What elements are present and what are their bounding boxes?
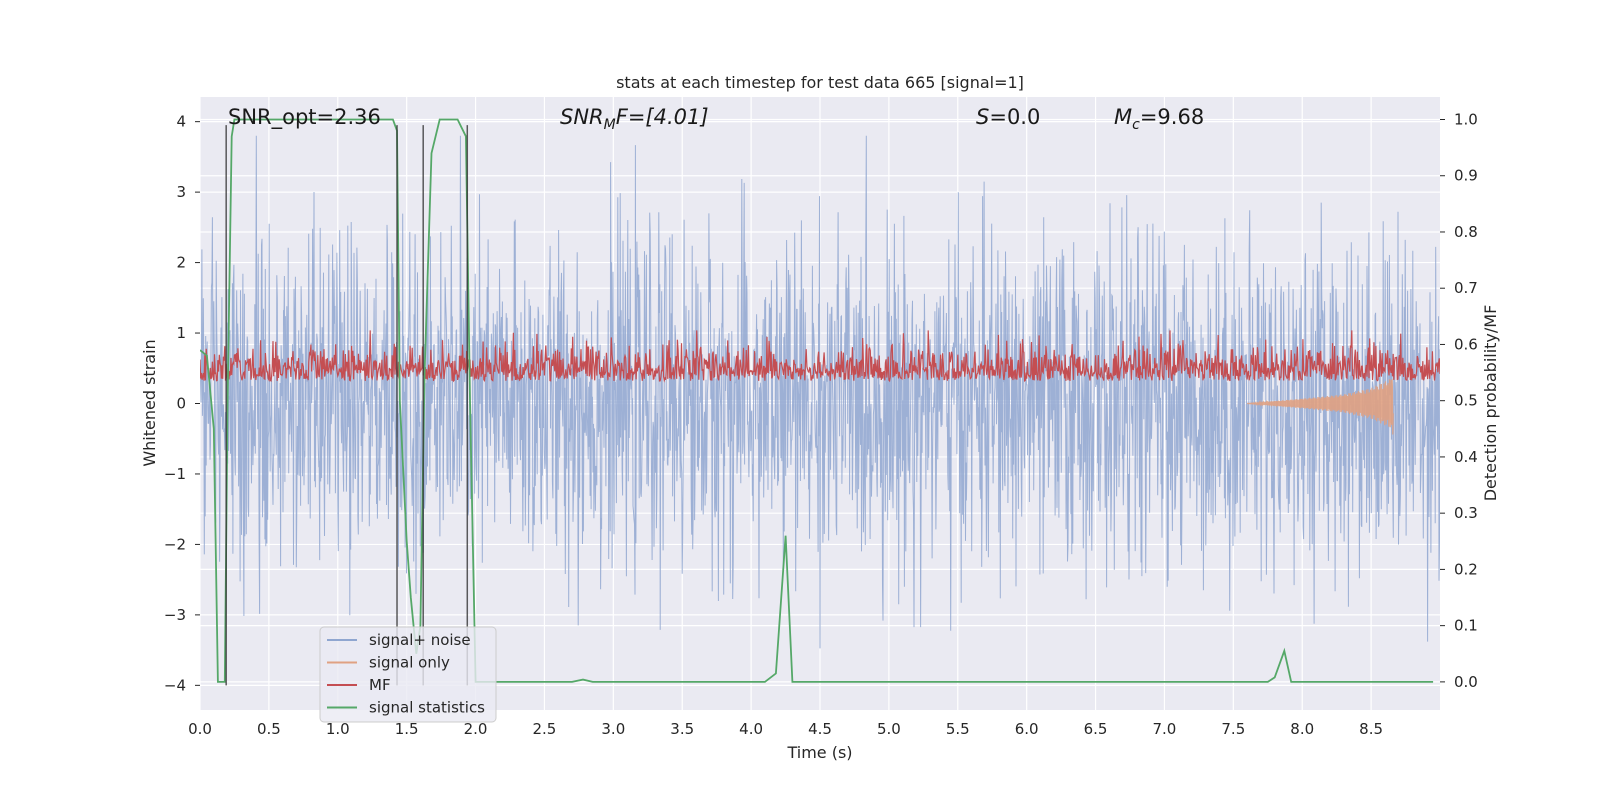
y-right-tick-label: 1.0 (1454, 110, 1478, 128)
x-tick-label: 4.5 (808, 720, 832, 738)
y-left-tick-label: 2 (176, 254, 186, 272)
y-right-tick-label: 0.8 (1454, 223, 1478, 241)
series-mf (200, 330, 1440, 383)
y-left-tick-label: 4 (176, 113, 186, 131)
legend-box (319, 626, 497, 723)
x-tick-label: 0.5 (257, 720, 281, 738)
legend-label: MF (369, 676, 391, 694)
annotation-s: S=0.0 (976, 105, 1040, 129)
x-tick-label: 3.5 (670, 720, 694, 738)
y-right-tick-label: 0.1 (1454, 617, 1478, 635)
y-axis-left-label: Whitened strain (140, 339, 159, 466)
y-left-tick-label: −1 (164, 465, 186, 483)
x-axis-ticks: 0.0 0.5 1.0 1.5 2.0 2.5 3.0 3.5 4.0 4.5 5.0 5.5 6.0 6… (188, 720, 1383, 738)
y-left-tick-label: −2 (164, 535, 186, 553)
x-tick-label: 8.5 (1359, 720, 1383, 738)
x-tick-label: 1.0 (326, 720, 350, 738)
series-signal-only (1247, 379, 1394, 435)
y-right-tick-label: 0.9 (1454, 167, 1478, 185)
legend-label: signal only (369, 654, 450, 672)
annotation-mc: Mc=9.68 (1114, 105, 1204, 133)
x-axis-label: Time (s) (786, 743, 852, 762)
annotation-snr-opt: SNR_opt=2.36 (228, 105, 381, 130)
y-axis-left-ticks: 4 3 2 1 0 −1 −2 −3 −4 (164, 113, 200, 694)
x-tick-label: 5.5 (946, 720, 970, 738)
y-right-tick-label: 0.4 (1454, 448, 1478, 466)
legend-label: signal+ noise (369, 631, 471, 649)
vertical-markers (225, 125, 469, 686)
y-left-tick-label: −4 (164, 676, 186, 694)
x-tick-label: 3.0 (601, 720, 625, 738)
y-right-tick-label: 0.2 (1454, 560, 1478, 578)
legend: signal+ noise signal only MF signal statist… (319, 626, 497, 723)
y-right-tick-label: 0.3 (1454, 504, 1478, 522)
y-right-tick-label: 0.6 (1454, 335, 1478, 353)
y-right-tick-label: 0.5 (1454, 392, 1478, 410)
x-tick-label: 2.5 (533, 720, 557, 738)
x-tick-label: 4.0 (739, 720, 763, 738)
y-axis-right-ticks: 1.0 0.9 0.8 0.7 0.6 0.5 0.4 0.3 0.2 0.1 0.0 (1440, 110, 1478, 691)
y-right-tick-label: 0.7 (1454, 279, 1478, 297)
y-left-tick-label: 3 (176, 183, 186, 201)
x-tick-label: 7.5 (1221, 720, 1245, 738)
x-tick-label: 7.0 (1153, 720, 1177, 738)
y-left-tick-label: 1 (176, 324, 186, 342)
annotation-snr-mf: SNRMF=[4.01] (560, 105, 709, 133)
chart-title: stats at each timestep for test data 665… (616, 73, 1024, 92)
x-tick-label: 8.0 (1290, 720, 1314, 738)
x-tick-label: 2.0 (464, 720, 488, 738)
y-axis-right-label: Detection probability/MF (1481, 305, 1500, 502)
x-tick-label: 1.5 (395, 720, 419, 738)
series-signal-noise (200, 135, 1440, 649)
series-layer (200, 118, 1440, 683)
y-left-tick-label: 0 (176, 395, 186, 413)
y-left-tick-label: −3 (164, 606, 186, 624)
y-right-tick-label: 0.0 (1454, 673, 1478, 691)
x-tick-label: 6.0 (1015, 720, 1039, 738)
x-tick-label: 5.0 (877, 720, 901, 738)
x-tick-label: 0.0 (188, 720, 212, 738)
legend-label: signal statistics (369, 699, 485, 717)
x-tick-label: 6.5 (1084, 720, 1108, 738)
series-signal-statistics (200, 118, 1434, 683)
